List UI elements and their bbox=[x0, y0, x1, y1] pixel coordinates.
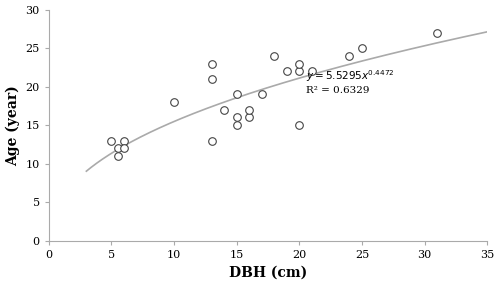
Point bbox=[246, 107, 254, 112]
Point bbox=[232, 123, 240, 127]
Point bbox=[296, 61, 304, 66]
Point bbox=[208, 138, 216, 143]
Text: R² = 0.6329: R² = 0.6329 bbox=[306, 86, 369, 95]
Point bbox=[358, 46, 366, 50]
Point bbox=[346, 54, 354, 58]
Point bbox=[170, 100, 178, 104]
Text: $y = 5.5295x^{0.4472}$: $y = 5.5295x^{0.4472}$ bbox=[306, 69, 394, 84]
Point bbox=[120, 146, 128, 150]
X-axis label: DBH (cm): DBH (cm) bbox=[229, 265, 307, 280]
Point bbox=[270, 54, 278, 58]
Point bbox=[246, 115, 254, 120]
Point bbox=[114, 146, 122, 150]
Point bbox=[308, 69, 316, 74]
Point bbox=[433, 30, 441, 35]
Point bbox=[232, 115, 240, 120]
Point bbox=[208, 77, 216, 81]
Point bbox=[120, 138, 128, 143]
Point bbox=[208, 61, 216, 66]
Point bbox=[296, 123, 304, 127]
Point bbox=[296, 69, 304, 74]
Point bbox=[108, 138, 116, 143]
Y-axis label: Age (year): Age (year) bbox=[6, 85, 20, 166]
Point bbox=[283, 69, 291, 74]
Point bbox=[220, 107, 228, 112]
Point bbox=[114, 154, 122, 158]
Point bbox=[258, 92, 266, 97]
Point bbox=[232, 92, 240, 97]
